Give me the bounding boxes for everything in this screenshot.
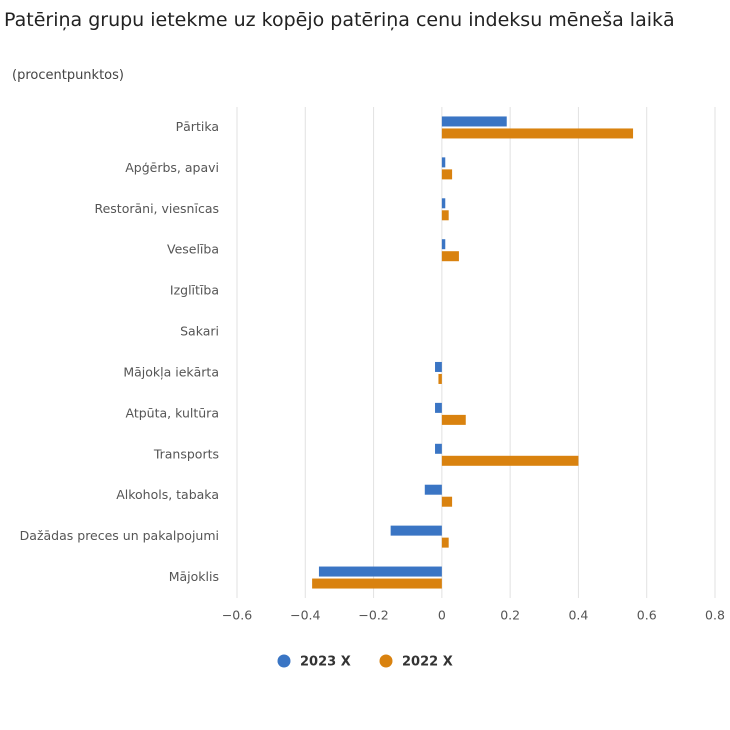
x-tick-label: 0 xyxy=(438,608,446,623)
y-tick-label: Alkohols, tabaka xyxy=(116,487,219,502)
y-tick-label: Veselība xyxy=(167,242,219,257)
bar xyxy=(441,537,449,548)
bar xyxy=(441,198,446,209)
chart-subtitle: (procentpunktos) xyxy=(12,68,124,83)
bar xyxy=(441,210,449,221)
legend-marker xyxy=(379,654,393,668)
bar xyxy=(441,239,446,250)
x-tick-label: 0.4 xyxy=(568,608,588,623)
bar xyxy=(441,455,579,466)
x-tick-label: −0.4 xyxy=(290,608,320,623)
y-tick-label: Pārtika xyxy=(176,119,219,134)
x-tick-label: 0.8 xyxy=(705,608,725,623)
legend-label: 2022 X xyxy=(402,655,453,670)
bar xyxy=(441,169,453,180)
bar xyxy=(441,251,459,262)
x-tick-label: 0.2 xyxy=(500,608,520,623)
y-tick-label: Sakari xyxy=(180,324,219,339)
bar xyxy=(435,443,442,454)
bar xyxy=(318,566,442,577)
y-tick-label: Mājoklis xyxy=(169,569,219,584)
bar xyxy=(441,128,634,139)
bar xyxy=(441,496,453,507)
x-tick-label: 0.6 xyxy=(637,608,657,623)
bar xyxy=(424,484,442,495)
y-tick-label: Mājokļa iekārta xyxy=(123,364,219,379)
y-tick-label: Restorāni, viesnīcas xyxy=(94,201,219,216)
x-tick-label: −0.2 xyxy=(358,608,388,623)
y-tick-label: Apģērbs, apavi xyxy=(125,160,219,175)
y-tick-label: Transports xyxy=(153,446,219,461)
chart-title: Patēriņa grupu ietekme uz kopējo patēriņ… xyxy=(4,9,675,31)
bar xyxy=(441,116,507,127)
legend-label: 2023 X xyxy=(300,655,351,670)
bar xyxy=(312,578,442,589)
bar xyxy=(441,157,446,168)
x-tick-label: −0.6 xyxy=(222,608,252,623)
bar xyxy=(441,414,466,425)
bar xyxy=(390,525,442,536)
legend-marker xyxy=(277,654,291,668)
y-tick-label: Dažādas preces un pakalpojumi xyxy=(20,528,219,543)
y-tick-label: Izglītība xyxy=(170,283,219,298)
bar xyxy=(435,361,442,372)
bar xyxy=(438,373,442,384)
y-tick-label: Atpūta, kultūra xyxy=(126,405,219,420)
bar xyxy=(435,402,442,413)
